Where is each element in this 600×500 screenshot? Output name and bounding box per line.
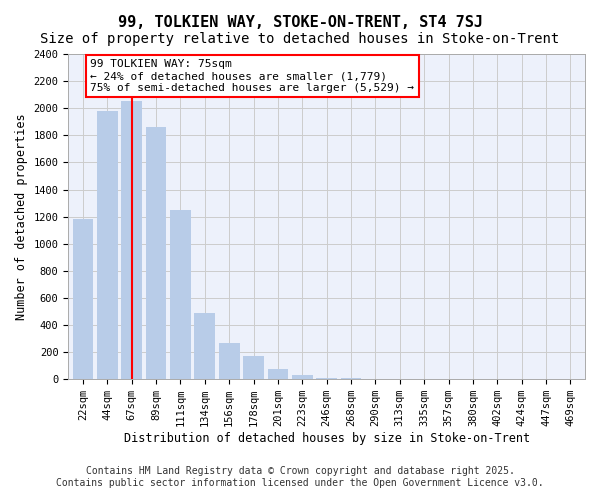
- Bar: [341, 378, 361, 379]
- Bar: [365, 378, 386, 379]
- Y-axis label: Number of detached properties: Number of detached properties: [15, 114, 28, 320]
- Text: Contains HM Land Registry data © Crown copyright and database right 2025.
Contai: Contains HM Land Registry data © Crown c…: [56, 466, 544, 487]
- Bar: [243, 356, 264, 379]
- Bar: [292, 375, 313, 379]
- Bar: [268, 369, 288, 379]
- Bar: [73, 220, 93, 379]
- Bar: [121, 102, 142, 379]
- Bar: [194, 313, 215, 379]
- Bar: [316, 378, 337, 379]
- Bar: [219, 342, 239, 379]
- Bar: [146, 127, 166, 379]
- X-axis label: Distribution of detached houses by size in Stoke-on-Trent: Distribution of detached houses by size …: [124, 432, 530, 445]
- Text: Size of property relative to detached houses in Stoke-on-Trent: Size of property relative to detached ho…: [40, 32, 560, 46]
- Text: 99 TOLKIEN WAY: 75sqm
← 24% of detached houses are smaller (1,779)
75% of semi-d: 99 TOLKIEN WAY: 75sqm ← 24% of detached …: [90, 60, 414, 92]
- Text: 99, TOLKIEN WAY, STOKE-ON-TRENT, ST4 7SJ: 99, TOLKIEN WAY, STOKE-ON-TRENT, ST4 7SJ: [118, 15, 482, 30]
- Bar: [170, 210, 191, 379]
- Bar: [97, 111, 118, 379]
